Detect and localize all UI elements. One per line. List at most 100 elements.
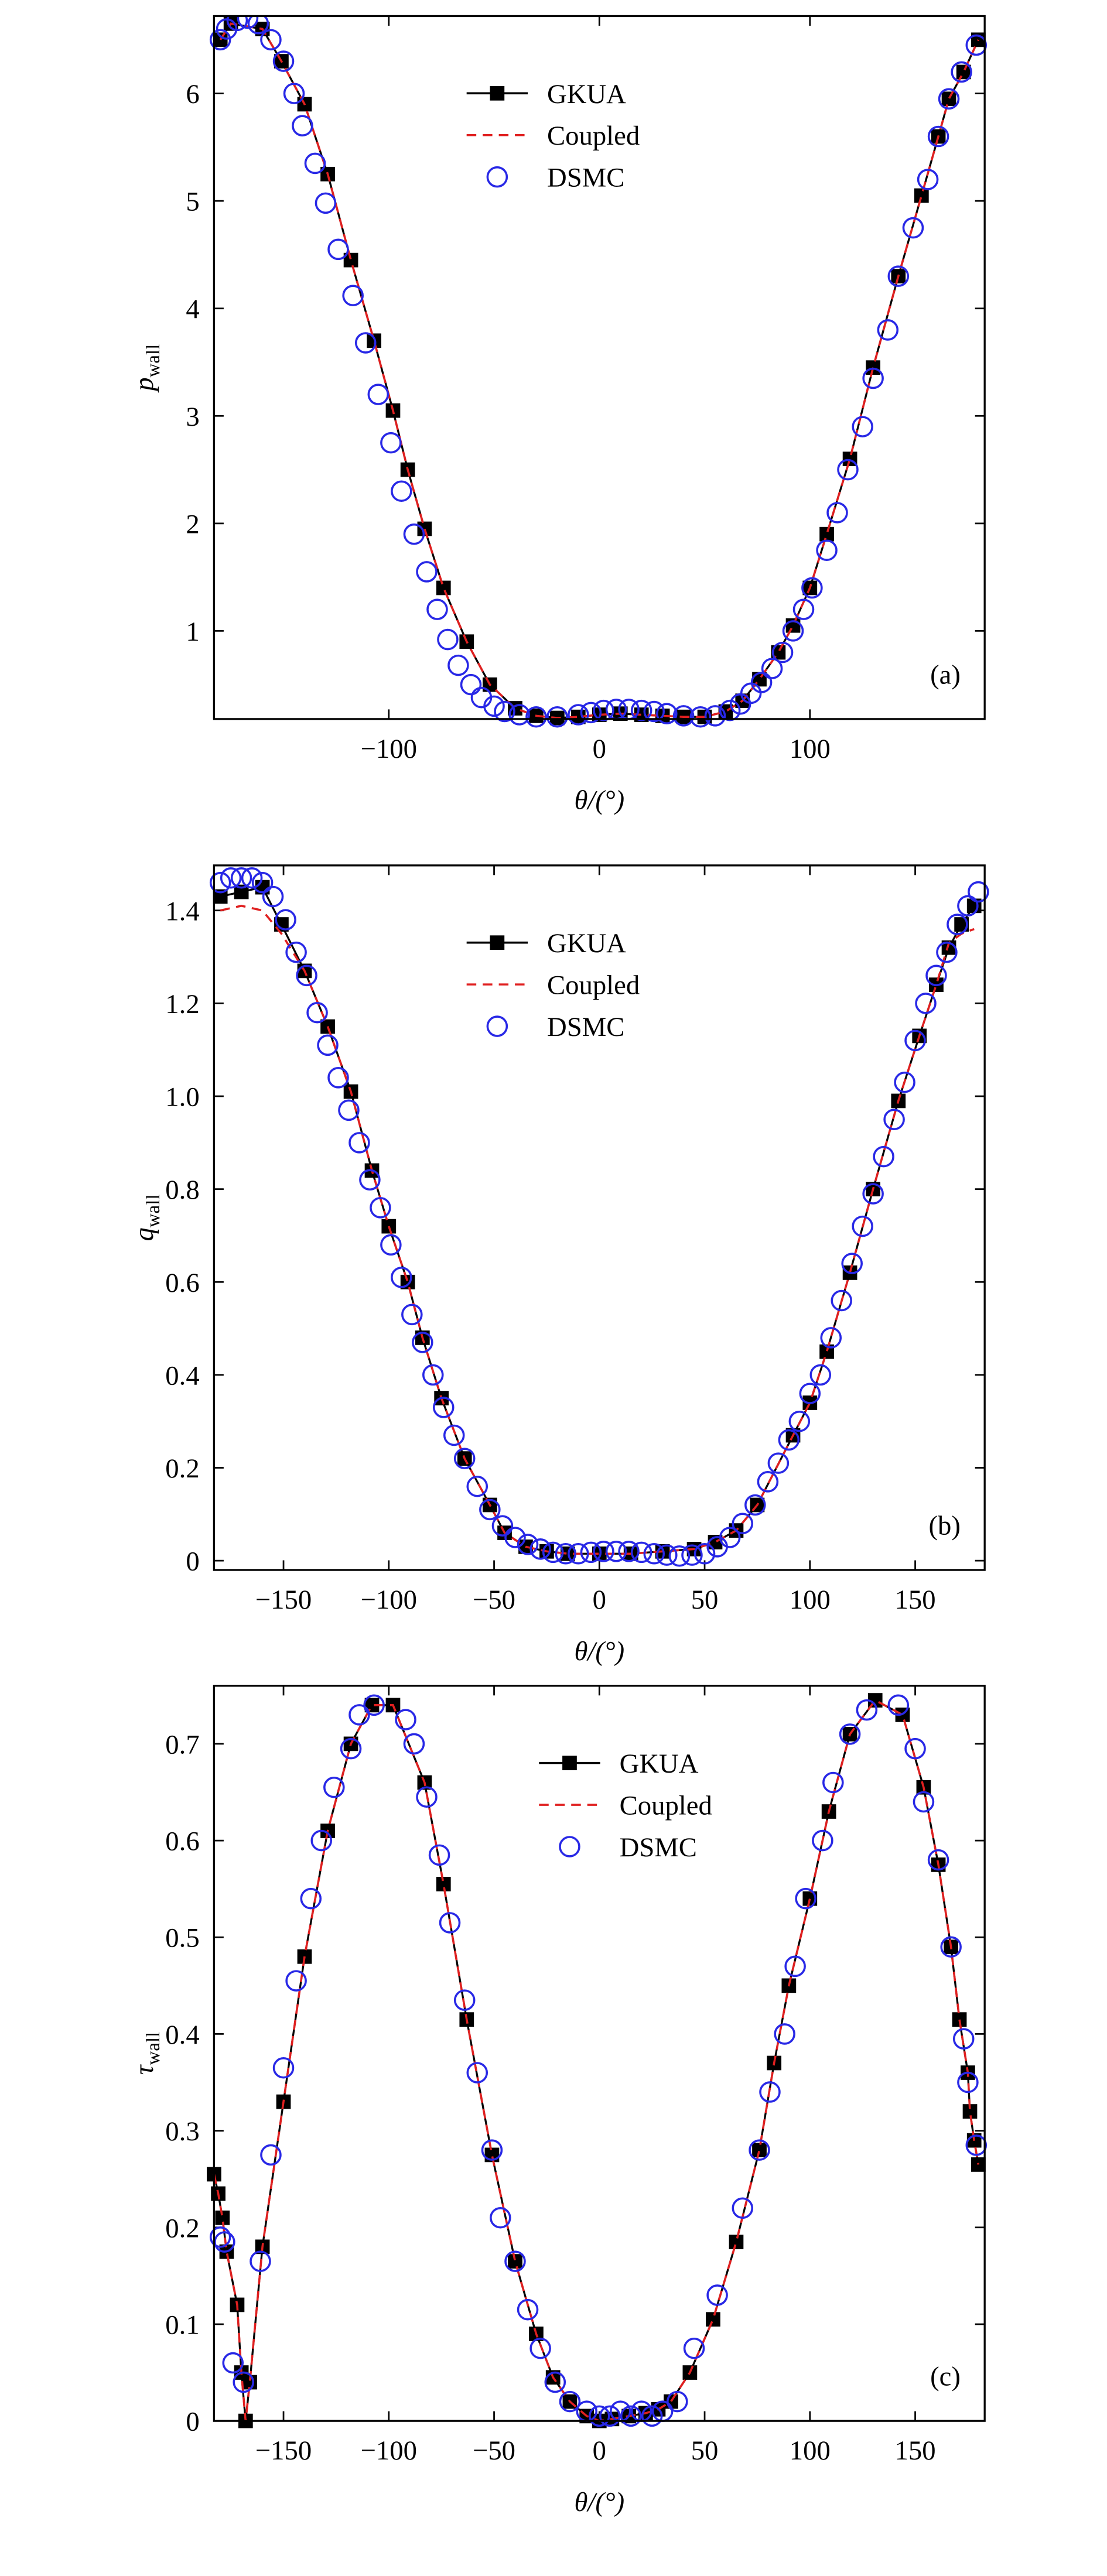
circle-marker (668, 1545, 691, 1567)
circle-marker (580, 1541, 602, 1564)
circle-marker (925, 964, 947, 987)
y-tick-label: 1 (186, 617, 199, 647)
circle-marker (422, 1364, 444, 1386)
plot-data (209, 867, 989, 1567)
y-axis-label: qwall (129, 1194, 164, 1241)
circle-marker (283, 83, 305, 104)
circle-marker (740, 682, 762, 704)
circle-marker (957, 2071, 979, 2093)
circle-marker (403, 523, 425, 545)
panel-label: (c) (930, 2362, 961, 2392)
circle-marker (380, 432, 402, 454)
y-tick-label: 5 (186, 187, 199, 217)
circle-marker (965, 34, 988, 56)
circle-marker (437, 628, 459, 651)
circle-marker (559, 2390, 581, 2413)
circle-marker (292, 115, 313, 136)
square-marker (729, 2235, 744, 2249)
plot-data (207, 1693, 988, 2428)
circle-marker (784, 1955, 806, 1978)
circle-marker (902, 217, 924, 239)
circle-marker (589, 2405, 610, 2427)
circle-marker (820, 1327, 842, 1349)
y-tick-label: 0.1 (165, 2310, 199, 2340)
circle-marker (494, 700, 515, 723)
circle-marker (250, 2250, 271, 2272)
circle-marker (877, 319, 899, 341)
legend-marker (490, 85, 505, 101)
x-axis-label: θ/(°) (574, 2487, 624, 2517)
circle-marker (439, 1912, 461, 1934)
circle-marker (788, 1410, 811, 1432)
square-marker (971, 2157, 986, 2172)
circle-marker (338, 1099, 360, 1121)
circle-marker (883, 1109, 905, 1130)
y-tick-label: 0.5 (165, 1923, 199, 1954)
circle-marker (209, 2226, 231, 2248)
circle-marker (508, 704, 530, 726)
circle-marker (831, 1289, 852, 1312)
circle-marker (809, 1364, 832, 1386)
circle-marker (490, 2206, 511, 2229)
circle-marker (862, 1183, 884, 1205)
circle-marker (315, 192, 337, 214)
circle-marker (841, 1253, 863, 1274)
circle-marker (363, 1694, 385, 1716)
circle-marker (732, 2197, 754, 2219)
x-tick-label: −150 (255, 2435, 312, 2466)
circle-marker (873, 1145, 894, 1168)
y-tick-label: 0.6 (165, 1268, 199, 1298)
circle-marker (546, 706, 568, 728)
circle-marker (917, 169, 939, 190)
square-marker (956, 64, 971, 80)
square-marker (914, 188, 929, 203)
circle-marker (965, 2134, 988, 2156)
y-axis-subscript: wall (143, 1194, 164, 1227)
circle-marker (706, 2284, 728, 2306)
panel: 0 0.1 0.2 0.3 0.4 0.5 0.6 0.7 −150 −100 −50 0 50 100 1… (129, 1685, 988, 2517)
circle-marker (340, 1737, 362, 1760)
circle-marker (370, 1197, 391, 1219)
circle-marker (952, 2028, 975, 2050)
y-axis-subscript: wall (143, 344, 164, 378)
circle-marker (285, 941, 307, 963)
circle-marker (656, 1544, 678, 1566)
circle-marker (957, 895, 979, 917)
circle-marker (750, 672, 773, 693)
circle-marker (481, 2139, 503, 2161)
circle-marker (782, 620, 804, 642)
legend-label: GKUA (547, 79, 626, 110)
circle-marker (801, 577, 823, 599)
dashed-line (213, 1699, 980, 2422)
circle-marker (568, 1542, 589, 1565)
circle-marker (323, 1776, 345, 1798)
circle-marker (230, 867, 252, 889)
plot-data (209, 16, 988, 728)
legend-marker (559, 1836, 580, 1857)
circle-marker (580, 702, 602, 724)
x-tick-label: −50 (473, 2435, 515, 2466)
circle-marker (904, 1029, 926, 1052)
circle-marker (416, 1786, 438, 1808)
circle-marker (517, 2298, 539, 2321)
legend-label: Coupled (620, 1791, 712, 1821)
y-tick-label: 0.4 (165, 2020, 199, 2050)
x-axis-label: θ/(°) (574, 1636, 624, 1667)
x-tick-label: 0 (593, 2435, 606, 2466)
circle-marker (951, 61, 972, 83)
circle-marker (852, 1215, 873, 1237)
circle-marker (251, 871, 274, 894)
square-marker (508, 2254, 522, 2269)
circle-marker (774, 2023, 795, 2045)
circle-marker (927, 1849, 949, 1871)
circle-marker (391, 1267, 412, 1288)
circle-marker (517, 1534, 539, 1555)
circle-marker (761, 658, 783, 679)
circle-marker (605, 1541, 627, 1562)
circle-marker (683, 2337, 705, 2359)
circle-marker (317, 1034, 339, 1056)
x-tick-label: 50 (691, 2435, 719, 2466)
circle-marker (719, 1527, 741, 1548)
circle-marker (816, 539, 838, 561)
circle-marker (432, 1397, 455, 1418)
